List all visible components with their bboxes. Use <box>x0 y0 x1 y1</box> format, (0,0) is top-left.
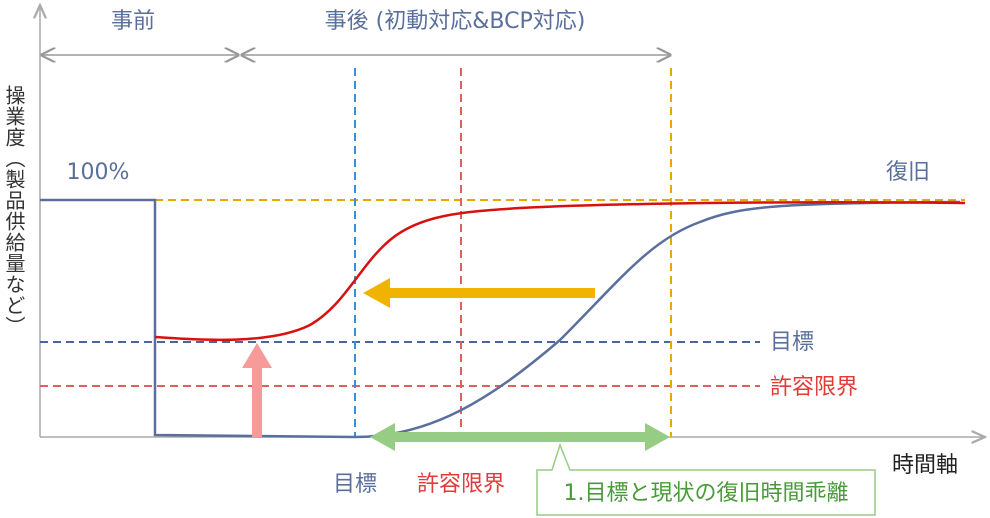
tolerance-label: 許容限界 <box>770 375 858 400</box>
current-curve <box>40 198 961 439</box>
bottom-tolerance: 許容限界 <box>417 472 505 497</box>
callout-text: 1.目標と現状の復旧時間乖離 <box>564 481 849 506</box>
target-curve <box>154 200 966 342</box>
full-label: 100% <box>67 160 130 185</box>
gap-arrow-head <box>370 423 395 451</box>
bottom-target: 目標 <box>333 472 377 497</box>
shift-arrow-head <box>363 278 390 308</box>
gap-arrow-head <box>645 423 670 451</box>
raise-arrow-head <box>242 343 272 368</box>
before-label: 事前 <box>111 9 155 34</box>
callout-box <box>536 442 876 516</box>
x-axis-label: 時間軸 <box>892 453 958 478</box>
target-label: 目標 <box>770 330 814 355</box>
y-axis-label: 操業度（製品供給量など） <box>2 85 26 337</box>
after-label: 事後 (初動対応&BCP対応) <box>325 9 586 34</box>
recovery-label: 復旧 <box>886 160 930 185</box>
